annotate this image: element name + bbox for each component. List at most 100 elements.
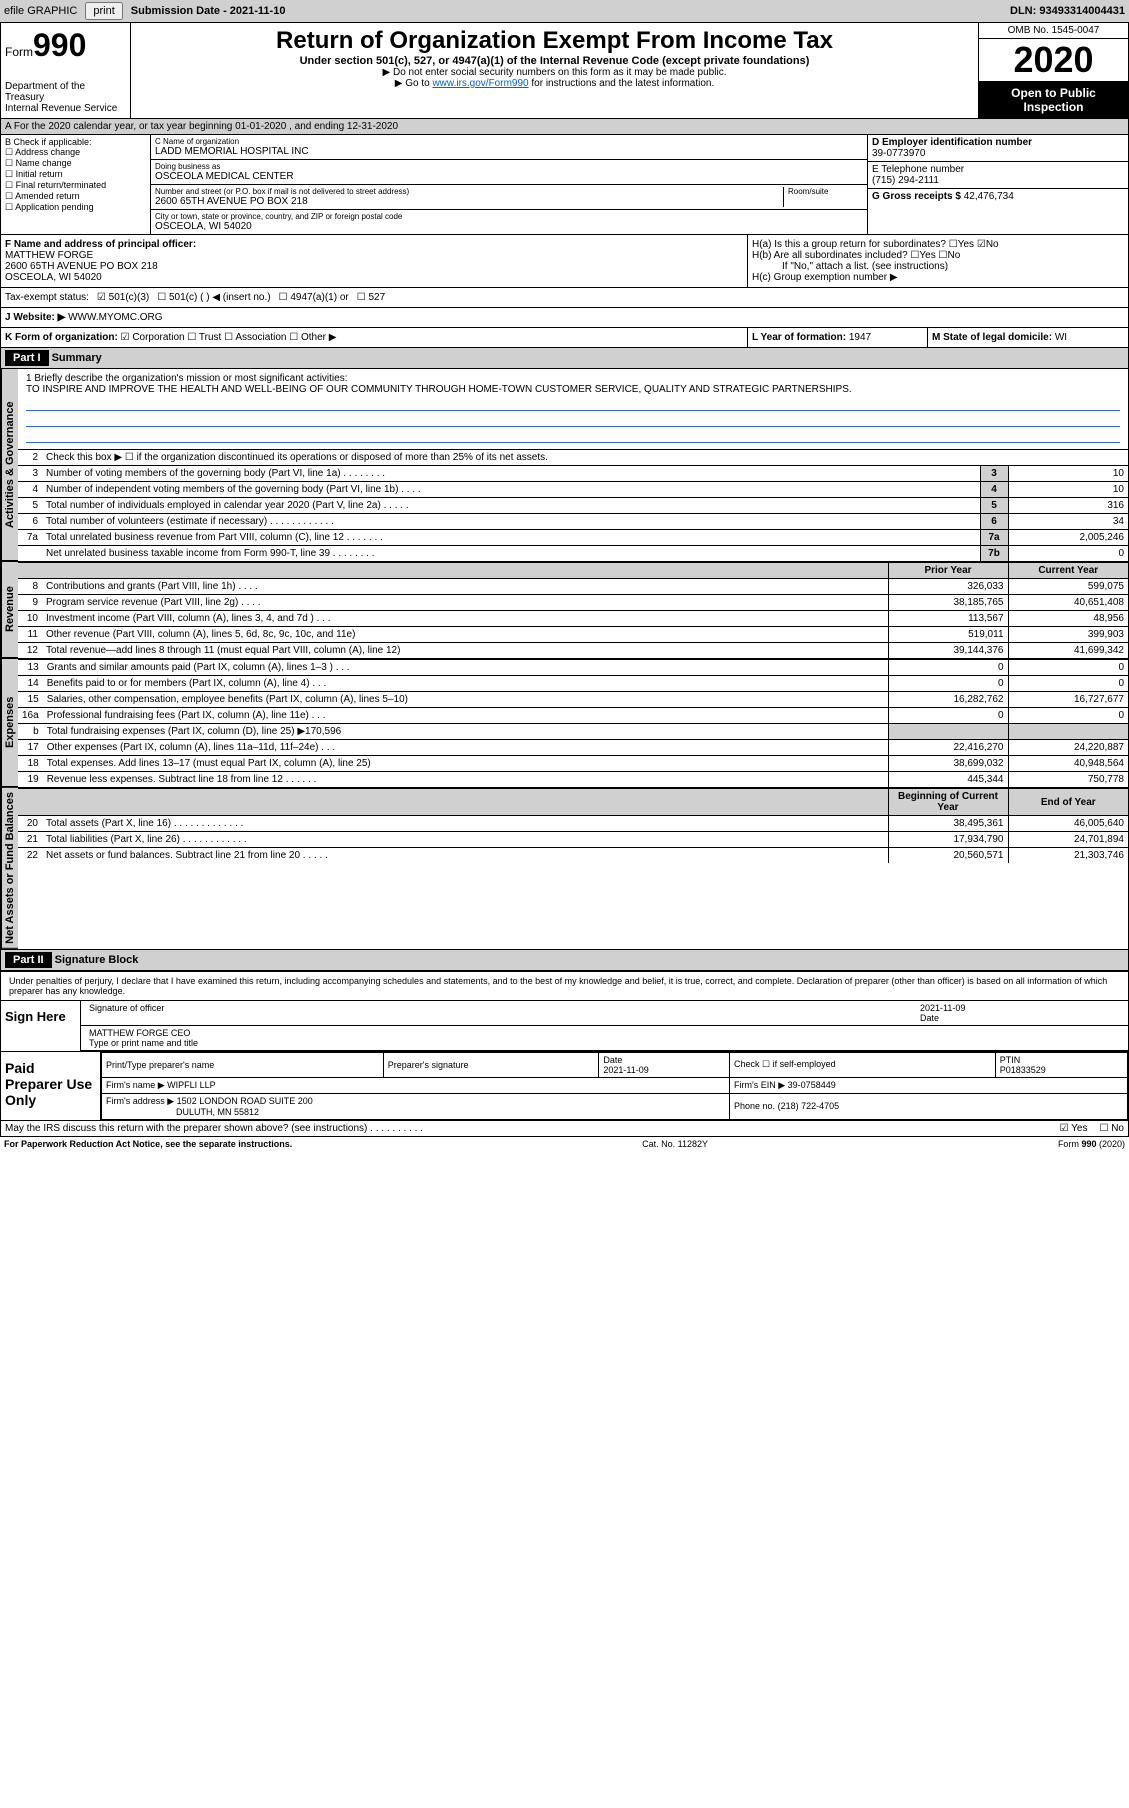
line-num: 14 [18,676,43,692]
city-cell: City or town, state or province, country… [151,210,867,234]
ha-yes: Yes [958,239,974,250]
irs-link[interactable]: www.irs.gov/Form990 [432,78,528,89]
ein-lbl2: Firm's EIN ▶ [734,1080,785,1090]
hb: H(b) Are all subordinates included? ☐Yes… [752,250,1124,261]
line-box: 6 [980,514,1008,530]
te-527[interactable]: ☐ 527 [357,292,385,303]
sig-name-val: MATTHEW FORGE CEO [89,1028,190,1038]
line-num: 3 [18,466,42,482]
form-subtitle: Under section 501(c), 527, or 4947(a)(1)… [139,55,970,67]
line-cy: 40,651,408 [1008,595,1128,611]
tax-year: 2020 [979,39,1128,82]
line-cy: 21,303,746 [1008,848,1128,864]
part2-hdr: Part II [5,952,52,968]
prep-h2: Preparer's signature [383,1052,599,1077]
line-num: 4 [18,482,42,498]
cb-init[interactable]: ☐ Initial return [5,169,146,180]
prep-table: Print/Type preparer's name Preparer's si… [101,1052,1128,1120]
cb-final[interactable]: ☐ Final return/terminated [5,180,146,191]
line-desc: Total unrelated business revenue from Pa… [42,530,980,546]
officer-city: OSCEOLA, WI 54020 [5,272,743,283]
line-desc: Total number of volunteers (estimate if … [42,514,980,530]
line-py [888,724,1008,740]
line-desc: Net assets or fund balances. Subtract li… [42,848,888,864]
hb-no: No [947,250,960,261]
line-cy: 0 [1008,676,1128,692]
line-py: 326,033 [888,579,1008,595]
line-desc: Investment income (Part VIII, column (A)… [42,611,888,627]
mission-q: 1 Briefly describe the organization's mi… [26,373,1120,384]
note-link: ▶ Go to www.irs.gov/Form990 for instruct… [139,78,970,89]
dba-lbl: Doing business as [155,162,863,171]
note-pre: ▶ Go to [395,78,433,89]
footer-right: Form 990 (2020) [1058,1139,1125,1149]
rev-table: Prior YearCurrent Year [18,562,1128,578]
line-cy: 399,903 [1008,627,1128,643]
discuss-yes[interactable]: ☑ Yes [1060,1123,1088,1134]
dba-cell: Doing business as OSCEOLA MEDICAL CENTER [151,160,867,185]
line-val: 2,005,246 [1008,530,1128,546]
rev-section: Revenue Prior YearCurrent Year 8Contribu… [1,561,1128,658]
gov-label: Activities & Governance [1,369,18,561]
efile-bar: efile GRAPHIC print Submission Date - 20… [0,0,1129,22]
no-lbl: No [1111,1123,1124,1134]
ha-no: No [986,239,999,250]
te-c3[interactable]: ☑ 501(c)(3) [97,292,149,303]
te-c[interactable]: ☐ 501(c) ( ) ◀ (insert no.) [157,292,270,303]
line-desc: Number of independent voting members of … [42,482,980,498]
header-mid: Return of Organization Exempt From Incom… [131,23,978,118]
line-desc: Program service revenue (Part VIII, line… [42,595,888,611]
phone-lbl: Phone no. [734,1101,775,1111]
dept-irs: Internal Revenue Service [5,103,126,114]
line-desc: Salaries, other compensation, employee b… [43,692,888,708]
cb-app[interactable]: ☐ Application pending [5,202,146,213]
box-k: K Form of organization: ☑ Corporation ☐ … [1,328,748,347]
rev-body: Prior YearCurrent Year 8Contributions an… [18,562,1128,658]
print-button[interactable]: print [85,2,122,20]
line-num: 13 [18,660,43,676]
omb: OMB No. 1545-0047 [979,23,1128,39]
form-990: Form990 Department of the Treasury Inter… [0,22,1129,972]
website-row: J Website: ▶ WWW.MYOMC.ORG [1,308,1128,328]
officer-addr: 2600 65TH AVENUE PO BOX 218 [5,261,743,272]
k-trust: Trust [199,332,221,343]
line-py: 38,185,765 [888,595,1008,611]
box-b-title: B Check if applicable: [5,137,146,147]
prep-grid: Paid Preparer Use Only Print/Type prepar… [1,1051,1128,1120]
firm-addr: 1502 LONDON ROAD SUITE 200 [177,1096,313,1106]
cb-addr[interactable]: ☐ Address change [5,147,146,158]
net-section: Net Assets or Fund Balances Beginning of… [1,787,1128,949]
l-val: 1947 [849,332,871,343]
yes-lbl: Yes [1071,1123,1087,1134]
exp-section: Expenses 13Grants and similar amounts pa… [1,658,1128,787]
line-desc: Total liabilities (Part X, line 26) . . … [42,832,888,848]
line-num: 22 [18,848,42,864]
tel-lbl: E Telephone number [872,164,1124,175]
line-num: 19 [18,772,43,788]
sig-note: Under penalties of perjury, I declare th… [1,972,1128,1000]
te-a1[interactable]: ☐ 4947(a)(1) or [279,292,349,303]
tax-exempt-row: Tax-exempt status: ☑ 501(c)(3) ☐ 501(c) … [1,288,1128,308]
line-num: 8 [18,579,42,595]
te-c-lbl: 501(c) ( ) ◀ (insert no.) [169,292,271,303]
ha-lbl: H(a) Is this a group return for subordin… [752,239,946,250]
line2: Check this box ▶ ☐ if the organization d… [42,450,1128,466]
line-desc: Net unrelated business taxable income fr… [42,546,980,562]
box-c: C Name of organization LADD MEMORIAL HOS… [151,135,868,234]
website: WWW.MYOMC.ORG [68,312,162,323]
discuss-no[interactable]: ☐ No [1099,1123,1124,1134]
cb-amend[interactable]: ☐ Amended return [5,191,146,202]
cb-amend-lbl: Amended return [15,191,80,201]
firm-addr-lbl: Firm's address ▶ [106,1096,174,1106]
cb-name[interactable]: ☐ Name change [5,158,146,169]
line-desc: Number of voting members of the governin… [42,466,980,482]
dept-treasury: Department of the Treasury [5,81,126,103]
form-num: 990 [33,27,86,63]
org-name-cell: C Name of organization LADD MEMORIAL HOS… [151,135,867,160]
discuss-q: May the IRS discuss this return with the… [5,1123,1060,1134]
line-num: 18 [18,756,43,772]
line-py: 17,934,790 [888,832,1008,848]
ein-lbl: D Employer identification number [872,137,1124,148]
line-py: 20,560,571 [888,848,1008,864]
part1-hdr-row: Part I Summary [1,348,1128,369]
